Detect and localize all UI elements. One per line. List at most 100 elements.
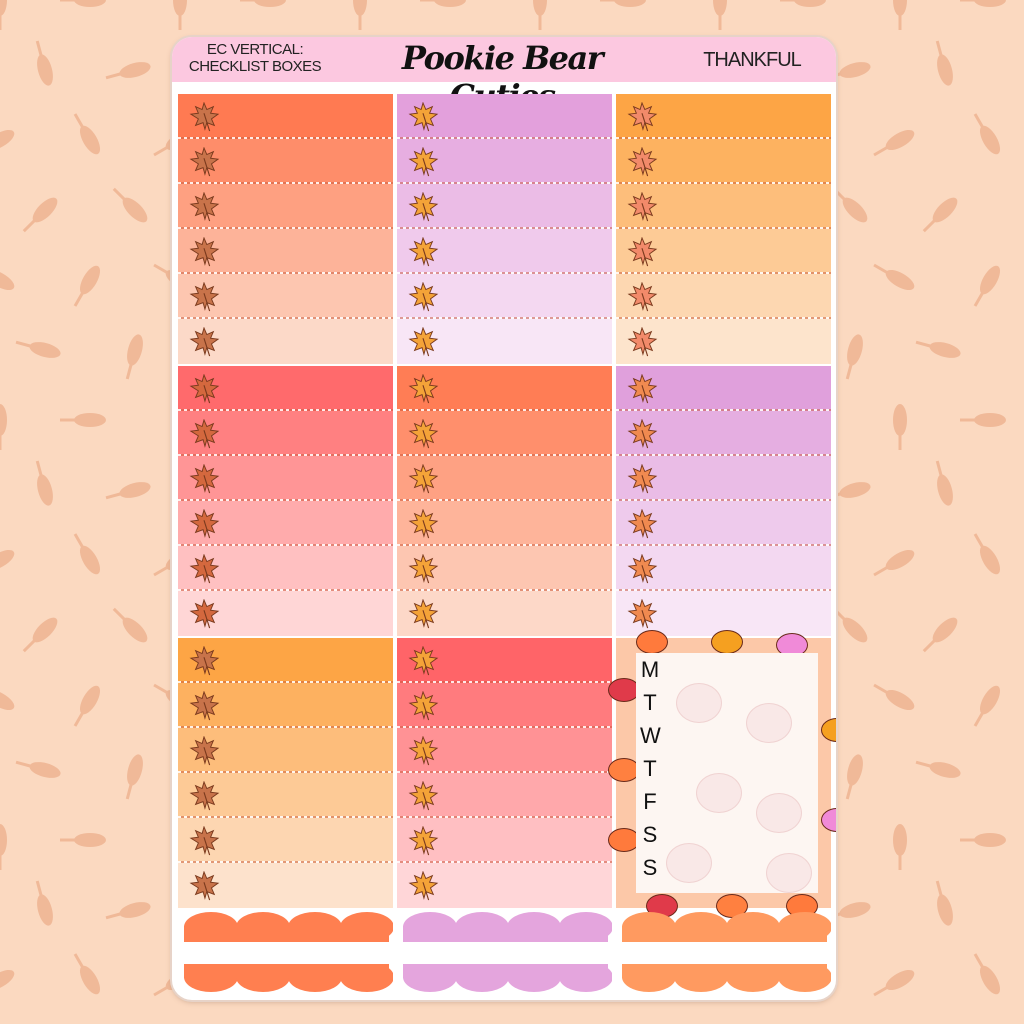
maple-leaf-icon [408,192,439,222]
checklist-row [178,319,393,364]
row-divider [397,816,612,818]
pumpkin-decoration [636,630,668,654]
row-divider [178,409,393,411]
checklist-box [178,94,393,364]
row-divider [397,454,612,456]
leaf-pattern-icon [60,833,106,847]
checklist-row [178,366,393,411]
maple-leaf-icon [189,419,220,449]
row-divider [178,317,393,319]
row-divider [397,771,612,773]
row-divider [178,726,393,728]
maple-leaf-icon [189,147,220,177]
checklist-row [397,411,612,456]
leaf-pattern-icon [600,0,646,7]
pumpkin-decoration [821,718,836,742]
leaf-pattern-icon [915,340,961,358]
leaf-pattern-icon [15,760,61,778]
leaf-pattern-icon [893,824,907,870]
strip-band-bottom [184,962,389,978]
maple-leaf-icon [189,282,220,312]
checklist-row [178,229,393,274]
scallop-label-strip [178,912,393,992]
maple-leaf-icon [408,102,439,132]
checklist-row [178,773,393,818]
row-divider [178,272,393,274]
leaf-pattern-icon [922,617,958,653]
checklist-box [397,638,612,908]
kit-type-line1: EC VERTICAL: [206,41,304,58]
leaf-pattern-icon [35,40,53,86]
row-divider [178,454,393,456]
leaf-pattern-icon [935,40,953,86]
leaf-pattern-icon [125,334,143,380]
pumpkin-decoration [608,758,640,782]
weekday-label: S [642,855,658,880]
checklist-row [616,411,831,456]
scallop-label-strip [397,912,612,992]
strip-writing-area [403,942,608,964]
leaf-pattern-icon [15,340,61,358]
maple-leaf-icon [189,871,220,901]
leaf-pattern-icon [973,533,1001,575]
maple-leaf-icon [408,691,439,721]
leaf-pattern-icon [960,413,1006,427]
maple-leaf-icon [189,192,220,222]
checklist-row [178,139,393,184]
row-divider [616,137,831,139]
checklist-row [616,591,831,636]
leaf-pattern-icon [112,187,148,223]
leaf-pattern-icon [125,754,143,800]
row-divider [397,499,612,501]
checklist-box [616,94,831,364]
maple-leaf-icon [189,691,220,721]
weekday-label: T [643,690,657,715]
maple-leaf-icon [408,282,439,312]
strip-band-top [622,926,827,942]
row-divider [616,272,831,274]
checklist-row [616,501,831,546]
leaf-pattern-icon [960,0,1006,7]
leaf-pattern-icon [22,197,58,233]
pumpkin-decoration [711,630,743,654]
checklist-row [616,366,831,411]
weekday-label: S [642,822,658,847]
strip-band-bottom [403,962,608,978]
maple-leaf-icon [408,736,439,766]
row-divider [178,589,393,591]
leaf-pattern-icon [35,460,53,506]
leaf-pattern-icon [73,113,101,155]
leaf-pattern-icon [173,0,187,30]
leaf-pattern-icon [0,404,7,450]
checklist-row [178,683,393,728]
checklist-row [397,591,612,636]
maple-leaf-icon [627,102,658,132]
checklist-row [397,501,612,546]
checklist-row [178,818,393,863]
leaf-pattern-icon [105,902,151,920]
checklist-box [397,366,612,636]
weekday-label: W [640,723,661,748]
leaf-pattern-icon [0,689,15,711]
leaf-pattern-icon [893,404,907,450]
checklist-row [397,319,612,364]
maple-leaf-icon [627,374,658,404]
checklist-row [178,863,393,908]
faded-pumpkin [696,773,742,813]
maple-leaf-icon [627,237,658,267]
leaf-pattern-icon [60,0,106,7]
leaf-pattern-icon [60,413,106,427]
leaf-pattern-icon [873,129,915,157]
maple-leaf-icon [408,554,439,584]
leaf-pattern-icon [922,197,958,233]
maple-leaf-icon [189,509,220,539]
checklist-row [397,818,612,863]
maple-leaf-icon [189,826,220,856]
checklist-row [397,139,612,184]
row-divider [397,681,612,683]
checklist-row [397,94,612,139]
leaf-pattern-icon [713,0,727,30]
weekday-label: T [643,756,657,781]
row-divider [178,771,393,773]
